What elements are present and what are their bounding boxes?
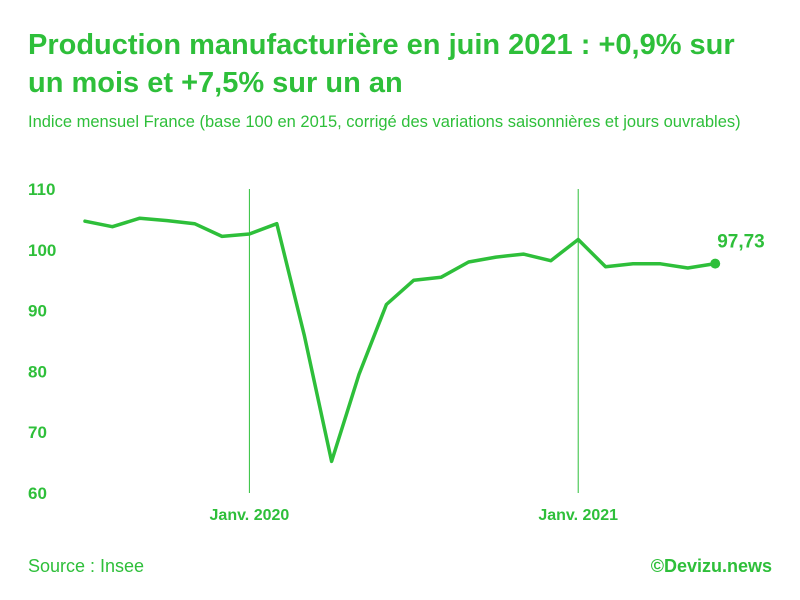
y-tick-label: 90 bbox=[28, 302, 47, 321]
line-chart: 60 70 80 90 100 110 Janv. 2020 Janv. 2021 97,73 bbox=[28, 180, 765, 524]
brand-credit: ©Devizu.news bbox=[650, 556, 772, 576]
chart-subtitle: Indice mensuel France (base 100 en 2015,… bbox=[28, 113, 741, 131]
source-label: Source : Insee bbox=[28, 556, 145, 576]
chart-title: Production manufacturière en juin 2021 :… bbox=[28, 29, 735, 99]
y-tick-label: 70 bbox=[28, 423, 47, 442]
y-tick-label: 60 bbox=[28, 484, 47, 503]
last-point-marker bbox=[710, 258, 721, 269]
series-line bbox=[83, 216, 717, 464]
x-tick-label: Janv. 2020 bbox=[210, 507, 290, 524]
y-tick-label: 80 bbox=[28, 362, 47, 381]
y-tick-label: 100 bbox=[28, 241, 56, 260]
y-tick-label: 110 bbox=[28, 180, 55, 199]
x-tick-label: Janv. 2021 bbox=[538, 507, 618, 524]
end-value-label: 97,73 bbox=[717, 232, 765, 253]
